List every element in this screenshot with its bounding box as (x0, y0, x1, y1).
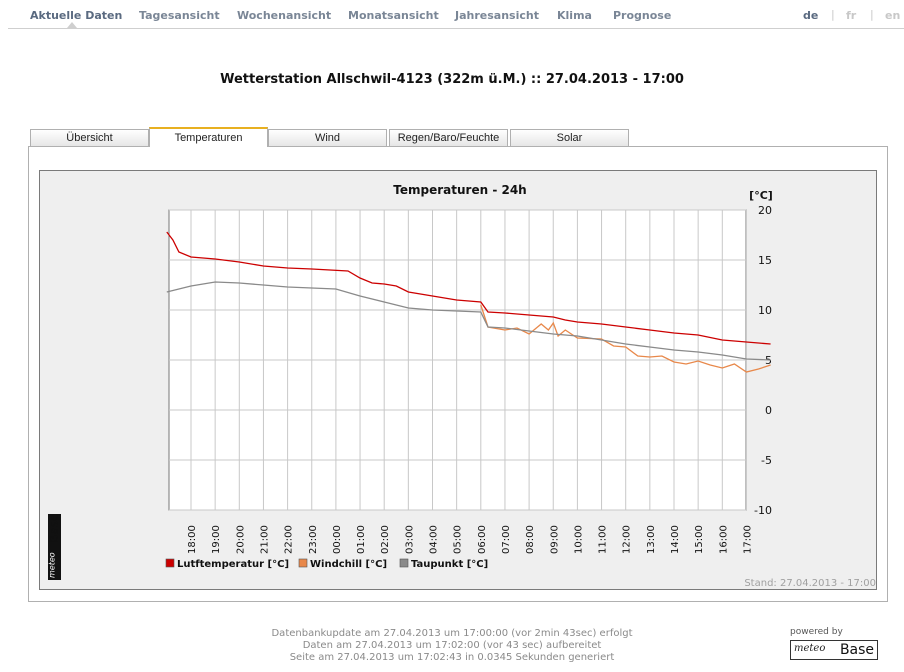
x-tick-label: 09:00 (549, 525, 560, 554)
footer-line-db-update: Datenbankupdate am 27.04.2013 um 17:00:0… (271, 628, 633, 639)
nav-wochenansicht[interactable]: Wochenansicht (237, 9, 332, 22)
tab-regen-baro-feuchte[interactable]: Regen/Baro/Feuchte (389, 129, 508, 146)
nav-aktuelle-daten[interactable]: Aktuelle Daten (30, 9, 123, 22)
series-line (166, 231, 771, 345)
y-tick-label: 0 (765, 404, 772, 417)
meteobase-logo[interactable]: meteo Base (790, 640, 878, 660)
tab-solar[interactable]: Solar (510, 129, 629, 146)
x-tick-label: 01:00 (356, 525, 367, 554)
series-line (166, 281, 771, 361)
x-tick-label: 04:00 (429, 525, 440, 554)
x-tick-label: 21:00 (259, 525, 270, 554)
tab-temperaturen[interactable]: Temperaturen (149, 127, 268, 147)
x-tick-label: 20:00 (235, 525, 246, 554)
active-nav-caret-icon (67, 22, 77, 28)
x-tick-label: 06:00 (477, 525, 488, 554)
x-tick-label: 19:00 (211, 525, 222, 554)
x-tick-label: 15:00 (694, 525, 705, 554)
legend-label: Windchill [°C] (310, 559, 387, 570)
footer-line-page-generated: Seite am 27.04.2013 um 17:02:43 in 0.034… (289, 652, 615, 663)
footer-line-data-prepared: Daten am 27.04.2013 um 17:02:00 (vor 43 … (302, 640, 602, 651)
x-tick-label: 08:00 (525, 525, 536, 554)
x-tick-label: 07:00 (501, 525, 512, 554)
x-tick-label: 17:00 (742, 525, 753, 554)
x-tick-label: 13:00 (646, 525, 657, 554)
nav-divider (8, 28, 904, 29)
legend-swatch (298, 558, 308, 568)
x-tick-label: 00:00 (332, 525, 343, 554)
y-tick-label: -10 (754, 504, 772, 517)
legend-swatch (165, 558, 175, 568)
x-tick-label: 10:00 (573, 525, 584, 554)
station-title: Wetterstation Allschwil-4123 (322m ü.M.)… (220, 72, 684, 87)
top-navigation: Aktuelle Daten Tagesansicht Wochenansich… (0, 0, 904, 30)
x-tick-label: 11:00 (598, 525, 609, 554)
lang-separator: | (831, 8, 835, 21)
x-tick-label: 18:00 (187, 525, 198, 554)
y-tick-label: -5 (761, 454, 772, 467)
lang-fr[interactable]: fr (846, 9, 857, 22)
logo-meteo: meteo (794, 643, 826, 654)
x-tick-label: 23:00 (308, 525, 319, 554)
y-tick-label: 10 (758, 304, 772, 317)
lang-separator: | (870, 8, 874, 21)
x-tick-label: 03:00 (404, 525, 415, 554)
series-line (480, 304, 771, 373)
tab-uebersicht[interactable]: Übersicht (30, 129, 149, 146)
footer-info: Datenbankupdate am 27.04.2013 um 17:00:0… (0, 628, 904, 664)
stand-timestamp: Stand: 27.04.2013 - 17:00 (744, 578, 876, 589)
lang-de[interactable]: de (803, 9, 819, 22)
grid (169, 209, 747, 511)
svg-text:meteo: meteo (48, 552, 57, 578)
meteobase-vertical-logo: meteo Base (47, 514, 61, 580)
series-lines (166, 231, 771, 373)
chart-container: Temperaturen - 24h [°C] 20 15 10 5 0 -5 -10 18… (39, 170, 877, 590)
nav-monatsansicht[interactable]: Monatsansicht (348, 9, 439, 22)
tab-wind[interactable]: Wind (268, 129, 387, 146)
y-tick-label: 15 (758, 254, 772, 267)
legend-swatch (399, 558, 409, 568)
nav-jahresansicht[interactable]: Jahresansicht (455, 9, 539, 22)
nav-tagesansicht[interactable]: Tagesansicht (139, 9, 220, 22)
y-axis-unit: [°C] (749, 189, 773, 202)
x-tick-label: 22:00 (284, 525, 295, 554)
legend: Lutftemperatur [°C] Windchill [°C] Taupunk… (165, 558, 488, 570)
x-tick-label: 02:00 (380, 525, 391, 554)
nav-prognose[interactable]: Prognose (613, 9, 672, 22)
legend-label: Lutftemperatur [°C] (177, 559, 289, 570)
logo-base: Base (839, 642, 875, 658)
nav-klima[interactable]: Klima (557, 9, 592, 22)
chart-logo-base: Base (47, 514, 61, 543)
y-tick-label: 20 (758, 204, 772, 217)
x-axis-ticks: 18:00 19:00 20:00 21:00 22:00 23:00 00:00 01:00… (187, 525, 753, 554)
x-tick-label: 14:00 (670, 525, 681, 554)
chart-title: Temperaturen - 24h (393, 183, 526, 197)
x-tick-label: 12:00 (622, 525, 633, 554)
x-tick-label: 16:00 (718, 525, 729, 554)
legend-label: Taupunkt [°C] (411, 559, 488, 570)
powered-by-label: powered by (790, 627, 843, 637)
x-tick-label: 05:00 (453, 525, 464, 554)
lang-en[interactable]: en (885, 9, 901, 22)
